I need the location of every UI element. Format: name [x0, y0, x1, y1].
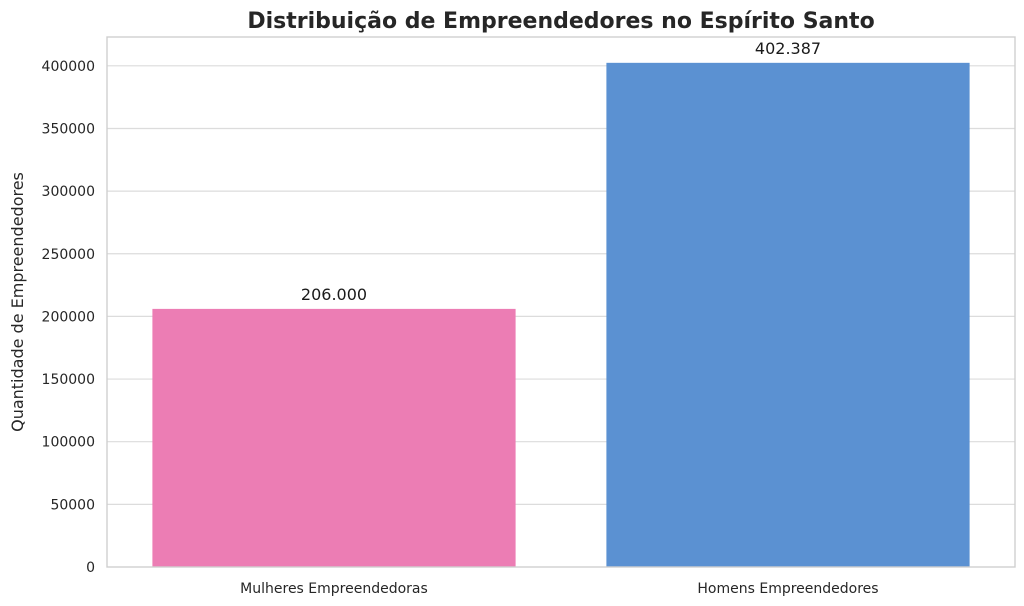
y-axis-label: Quantidade de Empreendedores	[8, 172, 27, 432]
plot-frame	[106, 36, 1016, 568]
x-tick-label: Homens Empreendedores	[697, 581, 878, 597]
bar	[606, 62, 970, 568]
y-tick-label: 200000	[42, 309, 95, 325]
y-axis-ticks: 0 50000 100000 150000 200000 250000 300000 3500…	[42, 59, 95, 576]
bars	[152, 62, 970, 568]
y-tick-label: 300000	[42, 184, 95, 200]
chart-title: Distribuição de Empreendedores no Espíri…	[247, 9, 874, 34]
data-label: 206.000	[301, 285, 367, 304]
y-tick-label: 400000	[42, 59, 95, 75]
y-tick-label: 50000	[50, 497, 95, 513]
y-tick-label: 150000	[42, 372, 95, 388]
data-label: 402.387	[755, 39, 821, 58]
bar	[152, 308, 516, 567]
y-tick-label: 0	[86, 560, 95, 576]
x-axis-ticks: Mulheres Empreendedoras Homens Empreended…	[240, 581, 878, 597]
y-tick-label: 350000	[42, 121, 95, 137]
x-tick-label: Mulheres Empreendedoras	[240, 581, 428, 597]
data-labels: 206.000 402.387	[301, 39, 821, 304]
y-tick-label: 100000	[42, 435, 95, 451]
y-tick-label: 250000	[42, 247, 95, 263]
